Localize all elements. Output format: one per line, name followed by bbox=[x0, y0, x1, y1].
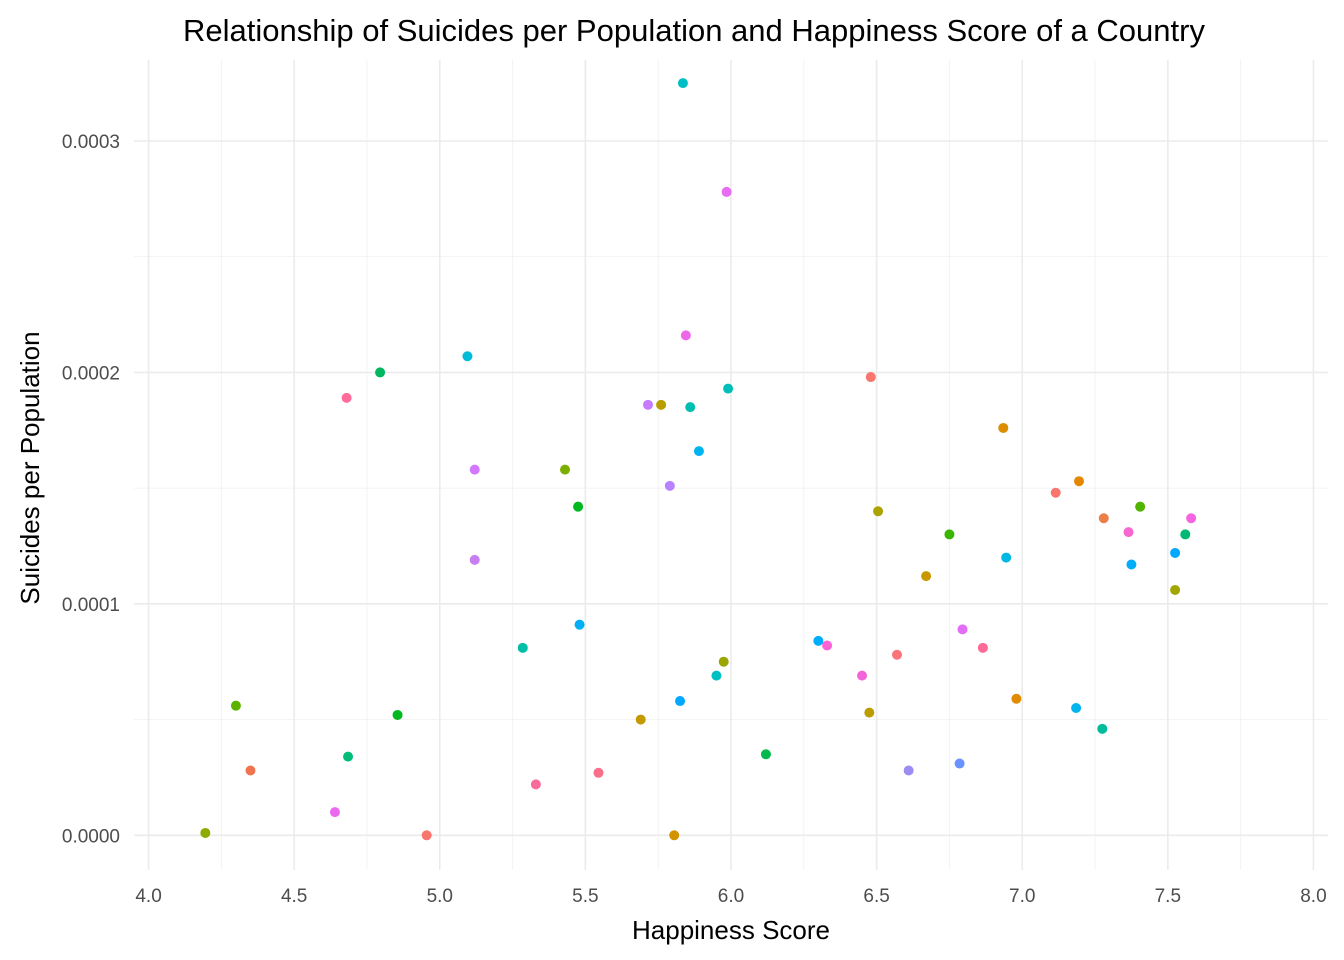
scatter-point bbox=[857, 670, 868, 681]
scatter-point bbox=[1123, 527, 1134, 538]
scatter-point bbox=[469, 554, 480, 565]
scatter-point bbox=[680, 330, 691, 341]
scatter-point bbox=[517, 642, 528, 653]
scatter-point bbox=[329, 807, 340, 818]
scatter-point bbox=[822, 640, 833, 651]
scatter-point bbox=[669, 830, 680, 841]
scatter-point bbox=[1011, 693, 1022, 704]
scatter-point bbox=[635, 714, 646, 725]
scatter-point bbox=[530, 779, 541, 790]
scatter-point bbox=[677, 78, 688, 89]
scatter-point bbox=[718, 656, 729, 667]
scatter-point bbox=[593, 767, 604, 778]
scatter-point bbox=[375, 367, 386, 378]
x-tick-label: 6.0 bbox=[718, 886, 744, 907]
scatter-point bbox=[685, 402, 696, 413]
scatter-point bbox=[903, 765, 914, 776]
data-points bbox=[200, 78, 1197, 841]
scatter-point bbox=[760, 749, 771, 760]
scatter-point bbox=[1097, 723, 1108, 734]
scatter-point bbox=[200, 827, 211, 838]
scatter-point bbox=[944, 529, 955, 540]
scatter-point bbox=[664, 480, 675, 491]
scatter-point bbox=[1170, 584, 1181, 595]
scatter-point bbox=[1074, 476, 1085, 487]
scatter-point bbox=[864, 707, 875, 718]
x-tick-label: 6.5 bbox=[863, 886, 889, 907]
scatter-point bbox=[230, 700, 241, 711]
scatter-point bbox=[721, 186, 732, 197]
x-tick-label: 7.0 bbox=[1009, 886, 1035, 907]
scatter-point bbox=[675, 696, 686, 707]
y-tick-label: 0.0001 bbox=[62, 595, 120, 616]
scatter-point bbox=[954, 758, 965, 769]
major-gridlines bbox=[134, 60, 1328, 870]
y-tick-label: 0.0003 bbox=[62, 132, 120, 153]
scatter-point bbox=[873, 506, 884, 517]
scatter-point bbox=[1098, 513, 1109, 524]
scatter-point bbox=[711, 670, 722, 681]
scatter-point bbox=[1126, 559, 1137, 570]
scatter-point bbox=[573, 501, 584, 512]
scatter-point bbox=[977, 642, 988, 653]
y-tick-label: 0.0000 bbox=[62, 826, 120, 847]
scatter-point bbox=[560, 464, 571, 475]
scatter-point bbox=[1170, 547, 1181, 558]
x-tick-label: 4.5 bbox=[281, 886, 307, 907]
scatter-point bbox=[469, 464, 480, 475]
y-axis-tick-labels: 0.0000 0.0001 0.0002 0.0003 bbox=[62, 132, 120, 847]
scatter-point bbox=[998, 422, 1009, 433]
x-tick-label: 5.0 bbox=[427, 886, 453, 907]
y-tick-label: 0.0002 bbox=[62, 363, 120, 384]
scatter-point bbox=[643, 399, 654, 410]
scatter-point bbox=[1135, 501, 1146, 512]
scatter-point bbox=[343, 751, 354, 762]
x-tick-label: 4.0 bbox=[135, 886, 161, 907]
scatter-point bbox=[1071, 703, 1082, 713]
scatter-point bbox=[693, 446, 704, 457]
scatter-point bbox=[574, 619, 585, 630]
scatter-point bbox=[1180, 529, 1191, 540]
scatter-point bbox=[421, 830, 432, 841]
scatter-point bbox=[245, 765, 256, 776]
x-tick-label: 8.0 bbox=[1300, 886, 1326, 907]
scatter-point bbox=[462, 351, 473, 362]
scatter-point bbox=[813, 635, 824, 646]
x-tick-label: 5.5 bbox=[572, 886, 598, 907]
scatter-point bbox=[656, 399, 667, 410]
scatter-point bbox=[1001, 552, 1012, 563]
scatter-point bbox=[1050, 487, 1061, 498]
scatter-point bbox=[723, 383, 734, 394]
x-axis-title: Happiness Score bbox=[632, 915, 830, 945]
scatter-point bbox=[957, 624, 968, 635]
x-tick-label: 7.5 bbox=[1155, 886, 1181, 907]
scatter-point bbox=[1186, 513, 1197, 524]
scatter-point bbox=[865, 372, 876, 383]
scatter-point bbox=[921, 571, 932, 582]
chart-title: Relationship of Suicides per Population … bbox=[183, 13, 1205, 48]
y-axis-title: Suicides per Population bbox=[15, 331, 45, 604]
scatter-point bbox=[392, 709, 403, 720]
scatter-point bbox=[891, 649, 902, 660]
x-axis-tick-labels: 4.0 4.5 5.0 5.5 6.0 6.5 7.0 7.5 8.0 bbox=[135, 886, 1326, 907]
scatter-point bbox=[341, 392, 352, 403]
